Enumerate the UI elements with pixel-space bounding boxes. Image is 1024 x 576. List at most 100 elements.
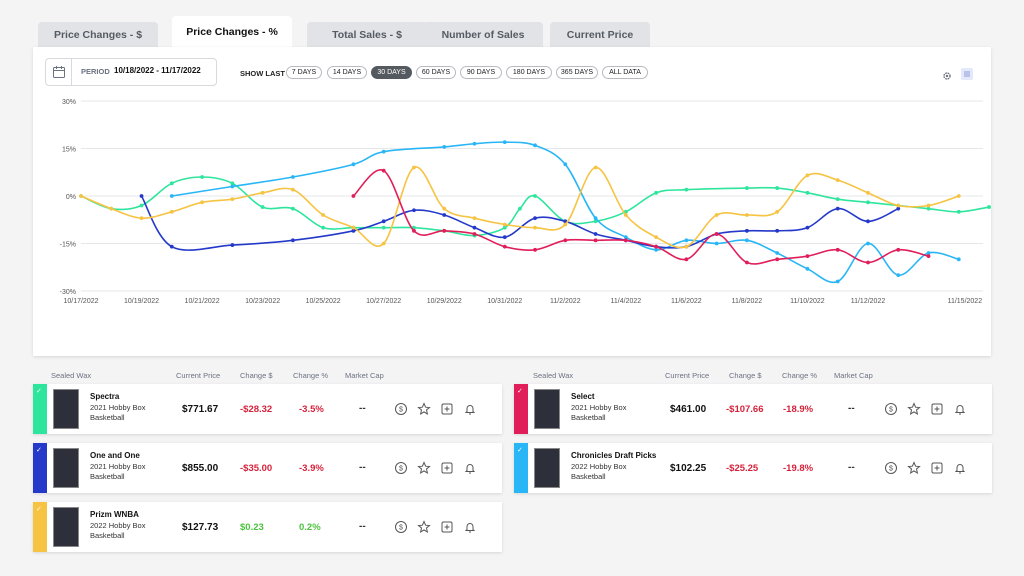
data-point[interactable] [502,244,507,249]
data-point[interactable] [442,145,447,149]
data-point[interactable] [926,206,931,211]
data-point[interactable] [533,194,537,198]
data-point[interactable] [442,228,447,233]
data-point[interactable] [654,190,659,195]
product-card[interactable]: ✓ Prizm WNBA 2022 Hobby Box Basketball $127.… [33,502,502,552]
data-point[interactable] [533,143,537,148]
range-14-days-button[interactable]: 14 DAYS [327,66,367,79]
data-point[interactable] [684,238,689,243]
selection-checkbox[interactable]: ✓ [514,384,528,434]
data-point[interactable] [290,187,295,192]
notification-bell-icon[interactable] [463,520,477,534]
data-point[interactable] [381,168,386,173]
data-point[interactable] [896,247,901,252]
data-point[interactable] [866,219,870,224]
notification-bell-icon[interactable] [953,461,967,475]
data-point[interactable] [805,190,810,195]
data-point[interactable] [987,205,991,209]
data-point[interactable] [745,228,749,233]
data-point[interactable] [684,257,689,262]
data-point[interactable] [896,273,901,278]
data-point[interactable] [956,209,961,214]
add-to-collection-icon[interactable] [930,402,944,416]
favorite-star-icon[interactable] [907,461,921,475]
data-point[interactable] [654,235,659,240]
data-point[interactable] [109,206,114,211]
tab-price-changes-usd[interactable]: Price Changes - $ [38,22,158,48]
data-point[interactable] [593,238,598,243]
add-to-collection-icon[interactable] [440,402,454,416]
range-365-days-button[interactable]: 365 DAYS [556,66,598,79]
tab-price-changes-pct[interactable]: Price Changes - % [172,16,292,48]
data-point[interactable] [714,241,719,246]
add-to-collection-icon[interactable] [440,461,454,475]
range-all-data-button[interactable]: ALL DATA [602,66,648,79]
range-60-days-button[interactable]: 60 DAYS [416,66,456,79]
data-point[interactable] [200,200,204,205]
data-point[interactable] [381,219,386,224]
data-point[interactable] [593,165,598,170]
tab-total-sales-usd[interactable]: Total Sales - $ [307,22,427,48]
data-point[interactable] [896,206,901,211]
data-point[interactable] [745,213,749,217]
data-point[interactable] [139,203,144,208]
data-point[interactable] [654,247,659,252]
data-point[interactable] [139,216,144,221]
data-point[interactable] [745,238,749,243]
data-point[interactable] [412,165,416,170]
favorite-star-icon[interactable] [907,402,921,416]
data-point[interactable] [684,187,689,192]
price-alert-icon[interactable]: $ [884,461,898,475]
data-point[interactable] [321,213,326,217]
data-point[interactable] [775,257,780,262]
data-point[interactable] [866,200,870,205]
data-point[interactable] [230,243,235,247]
data-point[interactable] [805,225,810,230]
data-point[interactable] [351,225,356,230]
product-card[interactable]: ✓ Select 2021 Hobby Box Basketball $461.00 -$… [514,384,992,434]
data-point[interactable] [926,254,931,259]
data-point[interactable] [442,206,447,211]
data-point[interactable] [472,141,477,146]
range-90-days-button[interactable]: 90 DAYS [460,66,502,79]
favorite-star-icon[interactable] [417,402,431,416]
product-card[interactable]: ✓ One and One 2021 Hobby Box Basketball $855… [33,443,502,493]
data-point[interactable] [684,244,689,249]
tab-current-price[interactable]: Current Price [550,22,650,48]
price-alert-icon[interactable]: $ [394,461,408,475]
data-point[interactable] [896,203,901,208]
data-point[interactable] [351,162,356,167]
data-point[interactable] [835,197,840,202]
data-point[interactable] [260,205,265,209]
selection-checkbox[interactable]: ✓ [33,384,47,434]
data-point[interactable] [805,254,810,259]
data-point[interactable] [502,235,507,240]
data-point[interactable] [533,216,537,221]
add-to-collection-icon[interactable] [440,520,454,534]
data-point[interactable] [79,194,83,198]
data-point[interactable] [593,216,598,221]
selection-checkbox[interactable]: ✓ [33,502,47,552]
favorite-star-icon[interactable] [417,461,431,475]
data-point[interactable] [835,279,840,284]
data-point[interactable] [230,184,235,189]
data-point[interactable] [169,244,174,249]
selection-checkbox[interactable]: ✓ [33,443,47,493]
calendar-icon[interactable] [46,59,72,85]
data-point[interactable] [517,206,522,211]
data-point[interactable] [351,194,356,198]
data-point[interactable] [412,228,416,233]
product-card[interactable]: ✓ Chronicles Draft Picks 2022 Hobby Box Bas… [514,443,992,493]
data-point[interactable] [169,181,174,186]
data-point[interactable] [290,206,295,211]
data-point[interactable] [835,247,840,252]
data-point[interactable] [442,213,447,217]
data-point[interactable] [835,178,840,183]
data-point[interactable] [169,194,174,198]
data-point[interactable] [563,238,568,243]
data-point[interactable] [381,241,386,246]
data-point[interactable] [623,235,628,240]
data-point[interactable] [866,241,870,246]
data-point[interactable] [623,238,628,243]
range-180-days-button[interactable]: 180 DAYS [506,66,552,79]
